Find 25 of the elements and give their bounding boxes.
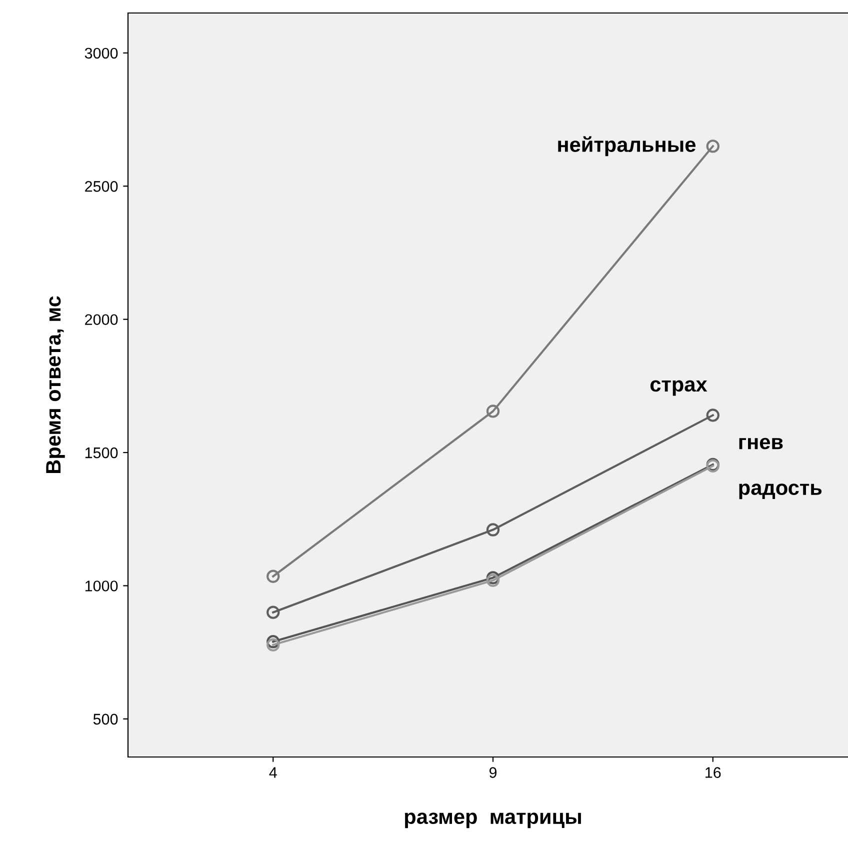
y-tick-label: 2000	[85, 314, 118, 326]
y-axis-title: Время ответа, мс	[46, 296, 65, 473]
series-label: радость	[739, 484, 822, 500]
point	[706, 408, 720, 422]
x-tick-label: 16	[706, 767, 721, 778]
series-label: страх	[650, 380, 708, 396]
point	[266, 570, 280, 583]
x-tick-label: 4	[269, 767, 277, 778]
series-label: гнев	[739, 438, 783, 450]
y-tick-label: 3000	[84, 48, 118, 59]
y-tick-label: 1000	[85, 580, 118, 592]
point	[486, 523, 500, 536]
y-tick-label: 500	[93, 714, 118, 725]
y-tick-label: 2500	[85, 181, 118, 192]
point	[266, 638, 280, 652]
point	[706, 140, 720, 153]
y-tick-label: 1500	[85, 447, 118, 458]
point	[486, 574, 500, 587]
point	[266, 606, 280, 619]
x-axis-title: размер матрицы	[405, 812, 581, 828]
point	[486, 571, 500, 584]
x-tick-label: 9	[489, 767, 497, 778]
series-label: нейтральные	[558, 136, 696, 156]
point	[486, 404, 500, 418]
point	[266, 635, 280, 648]
